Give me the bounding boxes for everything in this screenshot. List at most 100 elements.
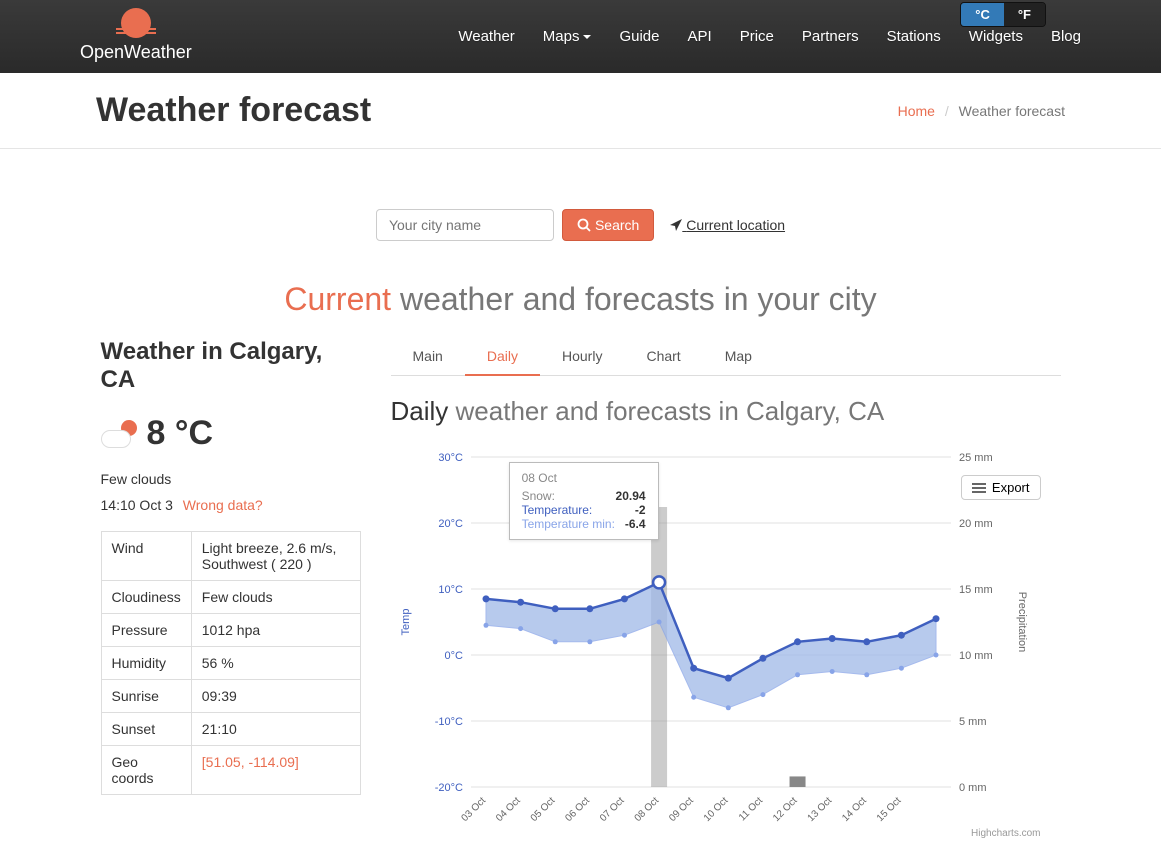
search-icon [577, 218, 591, 232]
nav-api[interactable]: API [688, 28, 712, 45]
table-row: Pressure1012 hpa [101, 614, 360, 647]
logo-icon [116, 10, 156, 38]
tooltip-row: Temperature min:-6.4 [522, 517, 646, 531]
breadcrumb-sep: / [945, 103, 949, 119]
detail-key: Wind [101, 532, 191, 581]
svg-text:30°C: 30°C [438, 452, 463, 464]
chart-container: Export 08 OctSnow:20.94Temperature:-2Tem… [391, 447, 1061, 837]
tab-daily[interactable]: Daily [465, 338, 540, 376]
table-row: Sunset21:10 [101, 713, 360, 746]
svg-text:-10°C: -10°C [434, 716, 462, 728]
timestamp-value: 14:10 Oct 3 [101, 497, 173, 513]
detail-value[interactable]: [51.05, -114.09] [191, 746, 360, 795]
header: OpenWeather Weather Maps Guide API Price Part… [0, 0, 1161, 73]
nav-guide[interactable]: Guide [619, 28, 659, 45]
section-title: Daily weather and forecasts in Calgary, … [391, 396, 1061, 427]
svg-text:09 Oct: 09 Oct [667, 795, 696, 824]
detail-value: 21:10 [191, 713, 360, 746]
breadcrumb-current: Weather forecast [959, 103, 1065, 119]
svg-text:06 Oct: 06 Oct [563, 795, 592, 824]
svg-text:20 mm: 20 mm [959, 518, 993, 530]
temperature-value: 8 °C [147, 414, 214, 453]
page-title: Weather forecast [96, 91, 371, 130]
svg-text:10 Oct: 10 Oct [701, 795, 730, 824]
detail-key: Cloudiness [101, 581, 191, 614]
detail-value: 1012 hpa [191, 614, 360, 647]
svg-text:10 mm: 10 mm [959, 650, 993, 662]
tab-main[interactable]: Main [391, 338, 465, 375]
svg-text:-20°C: -20°C [434, 782, 462, 794]
nav-blog[interactable]: Blog [1051, 28, 1081, 45]
table-row: Geo coords[51.05, -114.09] [101, 746, 360, 795]
detail-key: Humidity [101, 647, 191, 680]
nav-widgets[interactable]: Widgets [969, 28, 1023, 45]
svg-text:12 Oct: 12 Oct [771, 795, 800, 824]
detail-key: Sunrise [101, 680, 191, 713]
current-location-label: Current location [686, 217, 785, 233]
tooltip-row: Snow:20.94 [522, 489, 646, 503]
svg-text:0°C: 0°C [444, 650, 463, 662]
current-location-link[interactable]: Current location [670, 217, 785, 233]
table-row: WindLight breeze, 2.6 m/s, Southwest ( 2… [101, 532, 360, 581]
weather-condition: Few clouds [101, 471, 361, 487]
svg-text:20°C: 20°C [438, 518, 463, 530]
headline: Current weather and forecasts in your ci… [101, 281, 1061, 318]
forecast-panel: MainDailyHourlyChartMap Daily weather an… [391, 338, 1061, 837]
detail-value: 09:39 [191, 680, 360, 713]
unit-toggle: °C °F [960, 2, 1046, 27]
location-arrow-icon [670, 219, 682, 231]
nav-weather[interactable]: Weather [458, 28, 514, 45]
search-button[interactable]: Search [562, 209, 654, 241]
chevron-down-icon [583, 35, 591, 39]
table-row: Sunrise09:39 [101, 680, 360, 713]
few-clouds-icon [101, 420, 137, 448]
detail-key: Pressure [101, 614, 191, 647]
city-search-input[interactable] [376, 209, 554, 241]
breadcrumb-home-link[interactable]: Home [898, 103, 935, 119]
city-title: Weather in Calgary, CA [101, 338, 361, 394]
forecast-tabs: MainDailyHourlyChartMap [391, 338, 1061, 376]
detail-key: Geo coords [101, 746, 191, 795]
forecast-chart[interactable]: -20°C-10°C0°C10°C20°C30°C0 mm5 mm10 mm15… [391, 447, 1031, 837]
weather-details-table: WindLight breeze, 2.6 m/s, Southwest ( 2… [101, 531, 361, 795]
headline-accent: Current [284, 281, 391, 317]
svg-text:Temp: Temp [400, 609, 412, 636]
svg-text:03 Oct: 03 Oct [459, 795, 488, 824]
main-nav: Weather Maps Guide API Price Partners Stations… [458, 28, 1081, 45]
unit-celsius-button[interactable]: °C [961, 3, 1004, 26]
detail-value: Light breeze, 2.6 m/s, Southwest ( 220 ) [191, 532, 360, 581]
detail-key: Sunset [101, 713, 191, 746]
wrong-data-link[interactable]: Wrong data? [183, 497, 263, 513]
title-bar: Weather forecast Home / Weather forecast [0, 73, 1161, 149]
breadcrumb: Home / Weather forecast [898, 103, 1065, 119]
svg-text:10°C: 10°C [438, 584, 463, 596]
svg-text:0 mm: 0 mm [959, 782, 987, 794]
table-row: Humidity56 % [101, 647, 360, 680]
tab-chart[interactable]: Chart [624, 338, 702, 375]
tab-map[interactable]: Map [703, 338, 774, 375]
export-button[interactable]: Export [961, 475, 1041, 500]
export-label: Export [992, 480, 1030, 495]
svg-text:13 Oct: 13 Oct [805, 795, 834, 824]
headline-rest: weather and forecasts in your city [391, 281, 877, 317]
search-button-label: Search [595, 217, 639, 233]
svg-text:25 mm: 25 mm [959, 452, 993, 464]
nav-maps[interactable]: Maps [543, 28, 592, 45]
unit-fahrenheit-button[interactable]: °F [1004, 3, 1045, 26]
current-weather-panel: Weather in Calgary, CA 8 °C Few clouds 1… [101, 338, 361, 837]
svg-text:15 mm: 15 mm [959, 584, 993, 596]
search-row: Search Current location [101, 209, 1061, 241]
timestamp-row: 14:10 Oct 3 Wrong data? [101, 497, 361, 513]
nav-price[interactable]: Price [740, 28, 774, 45]
svg-text:05 Oct: 05 Oct [528, 795, 557, 824]
logo[interactable]: OpenWeather [80, 10, 192, 63]
section-title-dark: Daily [391, 396, 449, 426]
chart-tooltip: 08 OctSnow:20.94Temperature:-2Temperatur… [509, 462, 659, 540]
detail-value: Few clouds [191, 581, 360, 614]
tooltip-row: Temperature:-2 [522, 503, 646, 517]
nav-stations[interactable]: Stations [887, 28, 941, 45]
nav-partners[interactable]: Partners [802, 28, 859, 45]
chart-credits: Highcharts.com [971, 828, 1040, 839]
svg-text:15 Oct: 15 Oct [874, 795, 903, 824]
tab-hourly[interactable]: Hourly [540, 338, 624, 375]
